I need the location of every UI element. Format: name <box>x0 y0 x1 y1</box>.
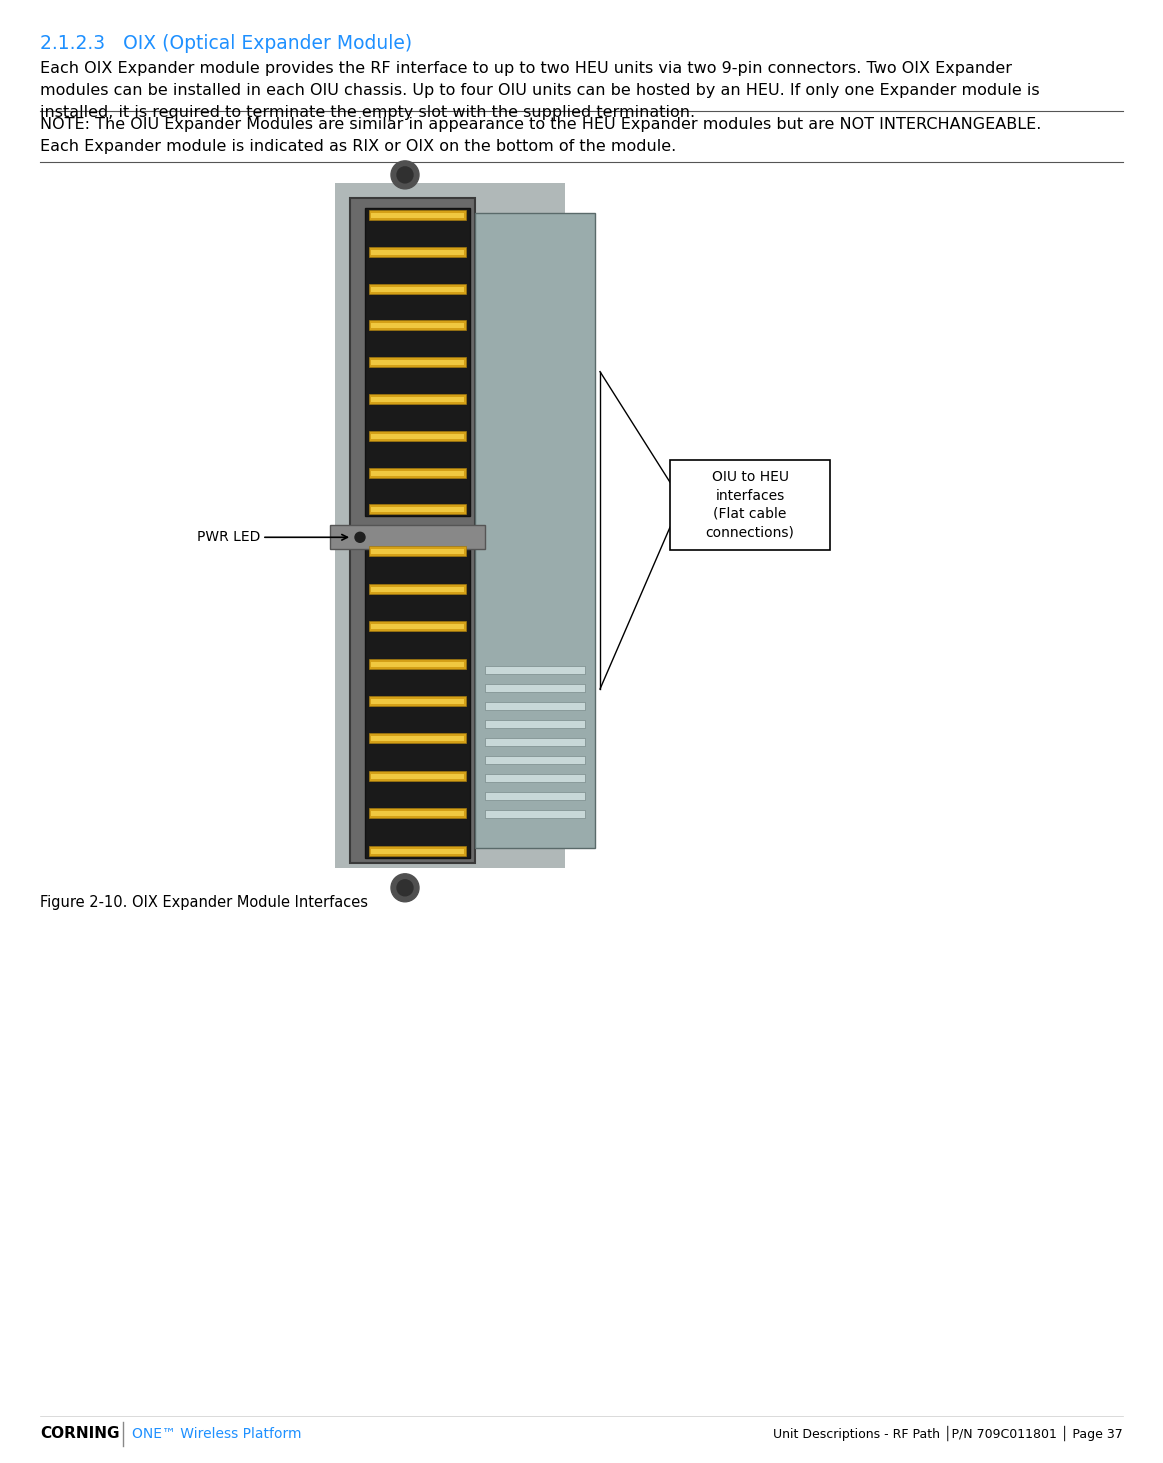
Circle shape <box>397 167 413 183</box>
Bar <box>371 250 464 255</box>
Bar <box>350 198 475 863</box>
FancyBboxPatch shape <box>670 459 830 550</box>
Circle shape <box>397 879 413 895</box>
Bar <box>369 622 466 631</box>
Bar <box>369 505 466 515</box>
Bar <box>371 471 464 475</box>
Bar <box>369 658 466 669</box>
Bar <box>369 846 466 856</box>
Bar <box>369 546 466 556</box>
Bar <box>371 587 464 591</box>
Bar <box>369 394 466 404</box>
Bar <box>369 357 466 367</box>
Bar <box>371 699 464 704</box>
Bar <box>371 508 464 512</box>
Bar <box>335 183 565 868</box>
Text: Unit Descriptions - RF Path │P/N 709C011801 │ Page 37: Unit Descriptions - RF Path │P/N 709C011… <box>773 1426 1123 1441</box>
Bar <box>369 468 466 477</box>
Circle shape <box>391 873 419 901</box>
Bar <box>365 544 470 857</box>
Bar <box>485 737 585 746</box>
Bar <box>371 849 464 854</box>
Bar <box>369 771 466 781</box>
Text: Figure 2-10. OIX Expander Module Interfaces: Figure 2-10. OIX Expander Module Interfa… <box>40 895 368 910</box>
Text: 2.1.2.3   OIX (Optical Expander Module): 2.1.2.3 OIX (Optical Expander Module) <box>40 34 412 53</box>
Text: CORNING: CORNING <box>40 1426 120 1441</box>
Bar <box>371 214 464 218</box>
Text: Each OIX Expander module provides the RF interface to up to two HEU units via tw: Each OIX Expander module provides the RF… <box>40 61 1040 120</box>
Bar <box>371 435 464 439</box>
Bar <box>371 549 464 554</box>
Bar <box>369 733 466 743</box>
Bar <box>485 683 585 692</box>
Bar <box>371 287 464 291</box>
Bar <box>371 736 464 742</box>
Bar <box>371 323 464 328</box>
Bar <box>369 809 466 818</box>
Bar <box>371 812 464 816</box>
Bar <box>369 247 466 256</box>
Bar <box>485 756 585 764</box>
Bar <box>369 320 466 331</box>
Bar <box>485 811 585 818</box>
Text: PWR LED: PWR LED <box>197 530 261 544</box>
Circle shape <box>355 533 365 543</box>
Bar <box>485 702 585 710</box>
Bar <box>369 696 466 707</box>
Bar <box>371 396 464 402</box>
Bar <box>485 791 585 800</box>
Text: OIU to HEU
interfaces
(Flat cable
connections): OIU to HEU interfaces (Flat cable connec… <box>706 470 794 540</box>
Bar <box>330 525 485 549</box>
Bar <box>371 360 464 366</box>
Bar <box>369 209 466 219</box>
Bar <box>485 720 585 727</box>
Bar <box>369 284 466 294</box>
Text: NOTE: The OIU Expander Modules are similar in appearance to the HEU Expander mod: NOTE: The OIU Expander Modules are simil… <box>40 117 1041 154</box>
Bar <box>485 666 585 674</box>
Bar <box>485 774 585 781</box>
Bar <box>371 625 464 629</box>
Bar <box>365 208 470 516</box>
Circle shape <box>391 161 419 189</box>
Bar <box>369 584 466 594</box>
Text: ONE™ Wireless Platform: ONE™ Wireless Platform <box>131 1426 301 1441</box>
Bar <box>369 430 466 440</box>
Bar <box>475 214 595 847</box>
Bar <box>371 661 464 667</box>
Bar <box>371 774 464 778</box>
